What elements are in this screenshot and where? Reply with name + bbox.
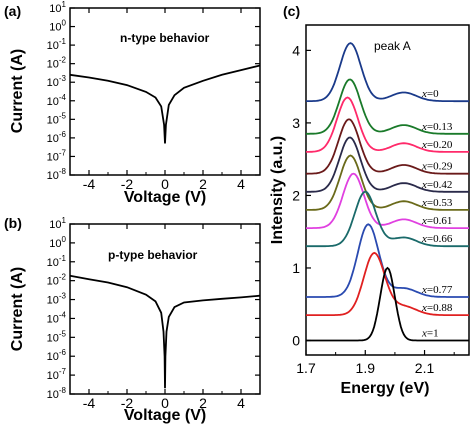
y-tick-label: 10-7: [47, 148, 67, 163]
panel-c-label: (c): [283, 3, 300, 19]
y-tick-label: 10-2: [47, 273, 67, 288]
series-label: x=1: [421, 327, 439, 339]
x-tick-label: -4: [83, 176, 96, 192]
series-label: x=0.29: [421, 161, 453, 173]
iv-curve: [70, 66, 260, 144]
panel-a-annotation: n-type behavior: [120, 31, 210, 45]
panel-a: (a) n-type behavior Voltage (V) Current …: [4, 0, 260, 206]
y-tick-label: 1: [292, 260, 300, 276]
y-tick-label: 101: [49, 216, 66, 231]
panel-c-ylabel: Intensity (a.u.): [269, 136, 286, 244]
series-label: x=0.20: [421, 139, 453, 151]
panel-c: (c) peak A Energy (eV) Intensity (a.u.) …: [269, 3, 469, 397]
x-tick-label: 4: [237, 395, 245, 411]
x-tick-label: 1.9: [356, 360, 376, 376]
y-tick-label: 0: [292, 332, 300, 348]
x-tick-label: 2: [199, 395, 207, 411]
y-tick-label: 10-5: [47, 111, 67, 126]
y-tick-label: 3: [292, 115, 300, 131]
y-tick-label: 10-2: [47, 56, 67, 71]
series-label: x=0.42: [421, 179, 452, 191]
y-tick-label: 100: [49, 19, 66, 34]
y-tick-label: 10-8: [47, 386, 67, 401]
y-tick-label: 10-1: [47, 37, 67, 52]
series-label: x=0.77: [421, 284, 453, 296]
series-label: x=0: [421, 88, 439, 100]
x-tick-label: 4: [237, 176, 245, 192]
series-label: x=0.66: [421, 233, 453, 245]
y-tick-label: 10-3: [47, 74, 67, 89]
x-tick-label: 2.1: [415, 360, 435, 376]
panel-b-annotation: p-type behavior: [108, 248, 198, 262]
x-tick-label: -2: [121, 176, 134, 192]
panel-a-label: (a): [4, 3, 21, 19]
panel-c-annotation: peak A: [374, 39, 411, 53]
y-tick-label: 101: [49, 0, 66, 15]
panel-b-ylabel: Current (A): [9, 267, 26, 351]
x-tick-label: -4: [83, 395, 96, 411]
panel-a-ylabel: Current (A): [9, 49, 26, 133]
y-tick-label: 10-6: [47, 348, 67, 363]
x-tick-label: 0: [161, 395, 169, 411]
y-tick-label: 4: [292, 42, 300, 58]
x-tick-label: 0: [161, 176, 169, 192]
x-tick-label: 1.7: [296, 360, 316, 376]
series-label: x=0.61: [421, 215, 452, 227]
x-tick-label: 2: [199, 176, 207, 192]
iv-curve: [70, 276, 260, 389]
y-tick-label: 10-3: [47, 292, 67, 307]
y-tick-label: 10-7: [47, 367, 67, 382]
panel-b: (b) p-type behavior Voltage (V) Current …: [4, 215, 260, 424]
series-label: x=0.13: [421, 121, 453, 133]
series-label: x=0.53: [421, 197, 453, 209]
y-tick-label: 2: [292, 187, 300, 203]
y-tick-label: 10-5: [47, 329, 67, 344]
series-label: x=0.88: [421, 302, 453, 314]
x-tick-label: -2: [121, 395, 134, 411]
y-tick-label: 10-4: [47, 93, 67, 108]
panel-b-label: (b): [4, 215, 22, 231]
y-tick-label: 10-8: [47, 167, 67, 182]
y-tick-label: 10-1: [47, 254, 67, 269]
y-tick-label: 10-4: [47, 310, 67, 325]
y-tick-label: 10-6: [47, 130, 67, 145]
y-tick-label: 100: [49, 235, 66, 250]
panel-c-xlabel: Energy (eV): [341, 380, 430, 397]
